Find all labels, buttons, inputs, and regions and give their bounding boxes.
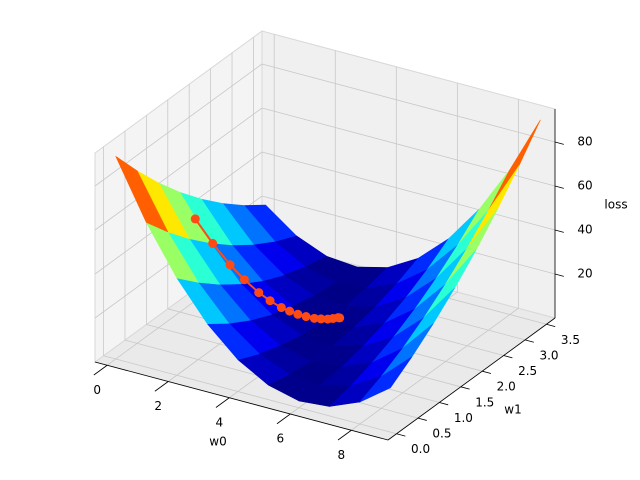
- tick-mark: [482, 370, 492, 374]
- x-tick-label: 0: [93, 383, 101, 397]
- tick-mark: [154, 381, 169, 392]
- tick-mark: [546, 323, 556, 327]
- grid-line: [351, 307, 519, 431]
- path-point: [309, 313, 319, 323]
- tick-mark: [417, 417, 427, 421]
- path-point: [335, 313, 345, 323]
- y-tick-label: 0.0: [411, 442, 430, 456]
- tick-mark: [215, 397, 230, 408]
- y-tick-label: 1.5: [475, 395, 494, 409]
- tick-mark: [460, 386, 470, 390]
- grid-line: [103, 355, 397, 435]
- path-point: [276, 303, 286, 313]
- x-tick-label: 8: [338, 448, 346, 462]
- path-point: [293, 309, 303, 319]
- x-tick-label: 2: [154, 399, 162, 413]
- path-point: [265, 296, 275, 306]
- tick-mark: [396, 433, 406, 437]
- surface-patch: [115, 156, 168, 233]
- grid-line: [261, 151, 556, 231]
- path-point: [316, 314, 326, 324]
- path-point: [301, 312, 311, 322]
- y-tick-label: 2.5: [518, 364, 537, 378]
- path-point: [254, 288, 264, 298]
- y-tick-label: 2.0: [497, 380, 516, 394]
- grid-line: [261, 63, 556, 143]
- y-axis-label: w1: [504, 403, 521, 417]
- x-tick-label: 6: [277, 432, 285, 446]
- tick-mark: [554, 141, 564, 145]
- z-tick-label: 60: [577, 179, 592, 193]
- tick-mark: [439, 402, 449, 406]
- grid-line: [94, 107, 263, 231]
- path-point: [239, 275, 249, 285]
- z-tick-label: 40: [577, 223, 592, 237]
- z-tick-label: 20: [577, 267, 592, 281]
- x-axis-label: w0: [209, 435, 226, 449]
- tick-mark: [554, 273, 564, 277]
- y-tick-label: 1.0: [454, 411, 473, 425]
- y-tick-label: 3.0: [539, 348, 558, 362]
- grid-line: [261, 107, 556, 187]
- tick-mark: [276, 413, 291, 425]
- tick-mark: [503, 355, 513, 359]
- tick-mark: [554, 229, 564, 233]
- surface-patch: [359, 356, 413, 403]
- z-tick-label: 80: [577, 135, 592, 149]
- descent-path: [190, 214, 345, 324]
- path-point: [190, 214, 200, 224]
- tick-mark: [524, 339, 534, 343]
- surface: [115, 119, 541, 407]
- axis-line: [94, 361, 389, 441]
- labels: w0 w1 loss: [209, 198, 627, 449]
- tick-mark: [554, 185, 564, 189]
- tick-mark: [93, 364, 108, 376]
- axis-line: [387, 317, 556, 441]
- tick-mark: [337, 429, 352, 441]
- path-point: [285, 306, 295, 316]
- y-tick-label: 3.5: [561, 333, 580, 347]
- path-point: [225, 260, 235, 270]
- grid-line: [261, 195, 556, 275]
- x-tick-label: 4: [215, 415, 223, 429]
- path-point: [208, 238, 218, 248]
- y-tick-label: 0.5: [432, 427, 451, 441]
- z-axis-label: loss: [604, 198, 627, 212]
